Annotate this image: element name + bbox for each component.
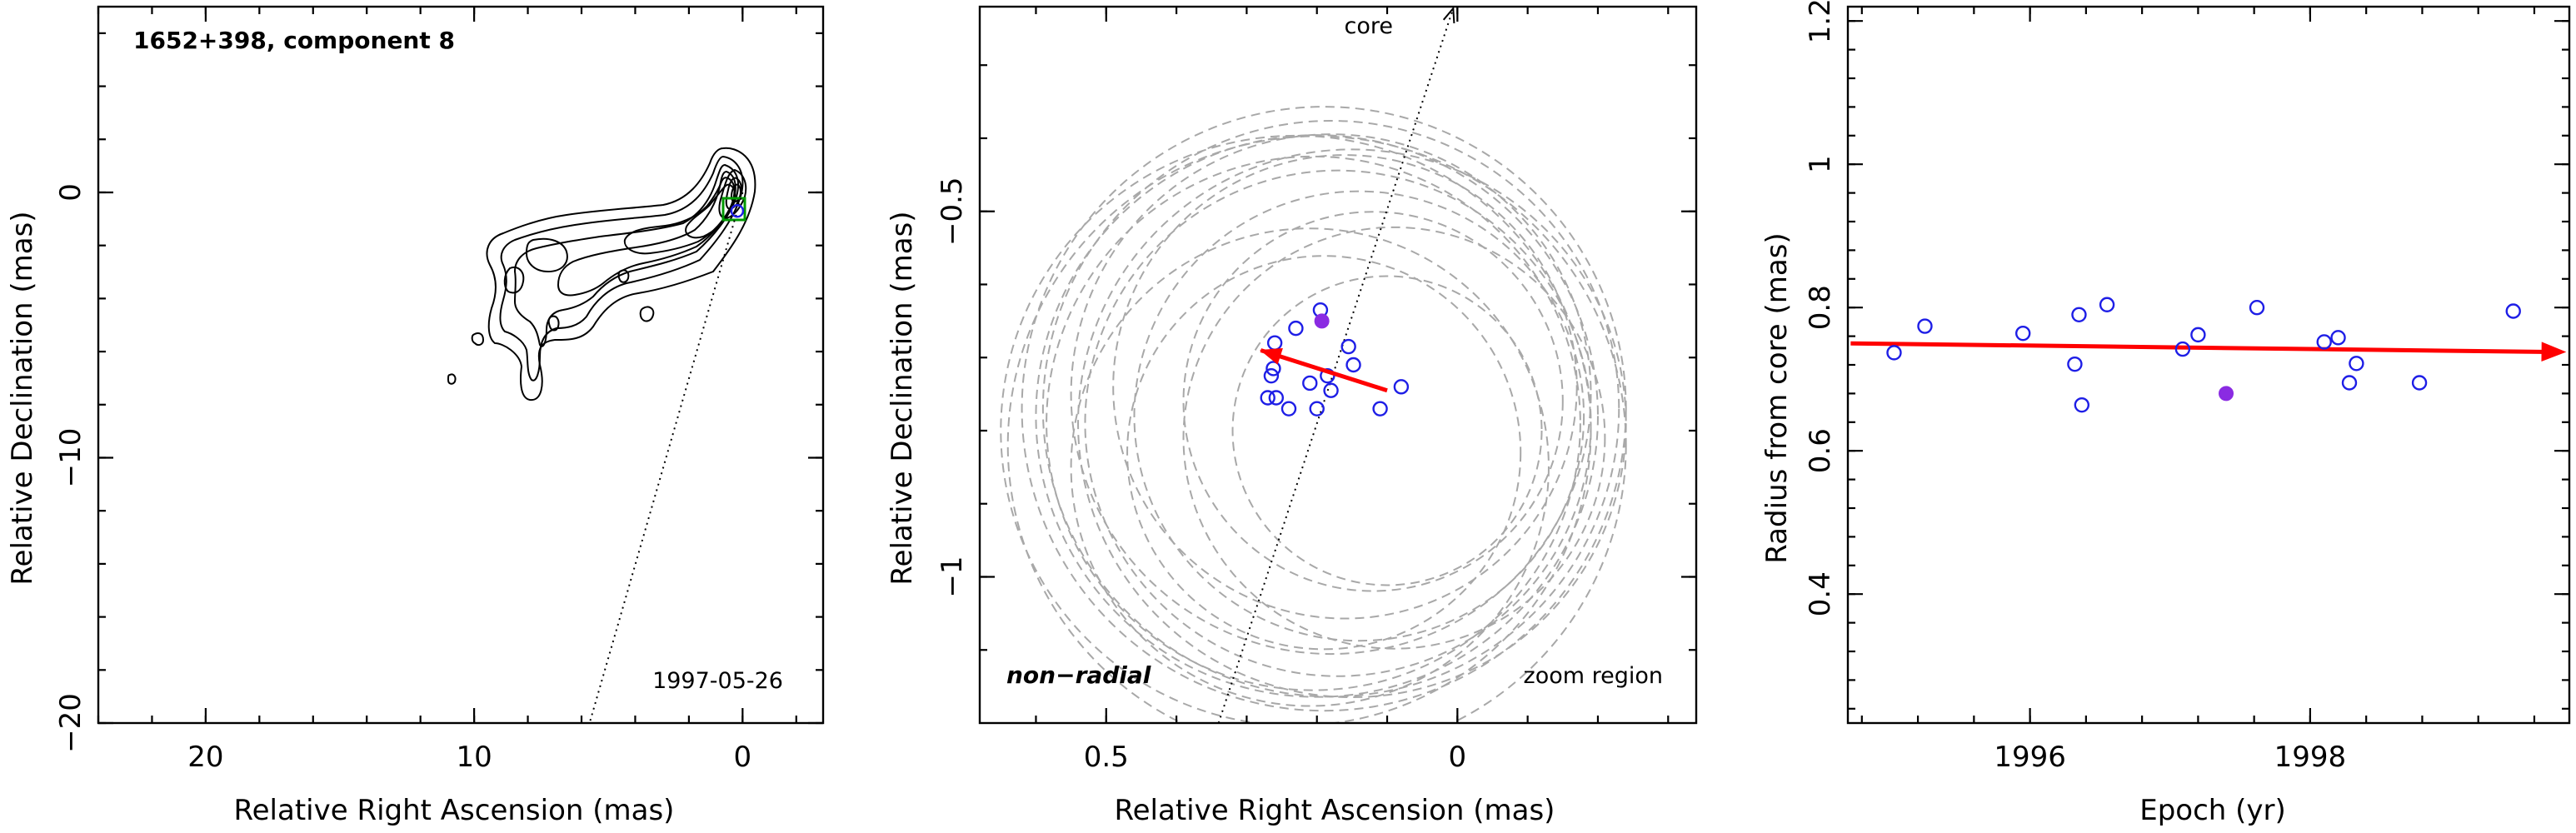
epoch-point [2411, 375, 2428, 391]
fit-ring [1133, 190, 1585, 642]
epoch-point [1266, 335, 1283, 351]
y-tick-label: 1.2 [1804, 0, 1837, 43]
epoch-point [2071, 307, 2087, 322]
motion-vector [1260, 348, 1388, 393]
epoch-point [2316, 334, 2332, 350]
epoch-point [1309, 401, 1325, 416]
panel-contour-map: 20 10 0 0 −10 −20 1652+398, component 8 1997-… [6, 5, 825, 827]
epoch-point [2190, 327, 2206, 343]
current-epoch-point [2219, 386, 2234, 402]
epoch-point [2074, 397, 2090, 413]
panel2-y-axis-label: Relative Declination (mas) [886, 211, 919, 585]
epoch-point [1340, 338, 1356, 355]
epoch-point [2505, 303, 2521, 319]
panel1-title: 1652+398, component 8 [133, 27, 455, 54]
epoch-point [1886, 345, 1902, 361]
core-direction-label: core [1345, 13, 1393, 39]
epoch-point [1302, 375, 1318, 392]
fit-ring [1000, 134, 1592, 723]
motion-vector-head [1259, 348, 1283, 365]
x-tick-label: 1996 [1994, 741, 2066, 774]
epoch-point [1281, 401, 1297, 416]
fit-ring [1231, 275, 1543, 586]
panel3-x-axis-label: Epoch (yr) [2139, 794, 2286, 827]
y-tick-label: 0.6 [1804, 428, 1837, 473]
x-tick-label: 0 [1449, 741, 1467, 774]
epoch-point [1320, 367, 1335, 384]
y-tick-label: −20 [54, 693, 87, 753]
epoch-point [2067, 356, 2083, 372]
contour-map [447, 147, 756, 402]
epoch-label: 1997-05-26 [652, 668, 783, 694]
x-tick-label: 1998 [2274, 741, 2347, 774]
epoch-point [1288, 320, 1304, 337]
fit-ring [1070, 133, 1592, 656]
x-tick-label: 10 [456, 741, 492, 774]
fit-ring [1046, 155, 1581, 691]
panel2-x-axis-label: Relative Right Ascension (mas) [1115, 794, 1555, 827]
core-arrow-head [1442, 6, 1455, 24]
epoch-point [1260, 390, 1276, 406]
epoch-point [1372, 401, 1388, 416]
x-tick-label: 20 [187, 741, 223, 774]
core-direction-line [588, 192, 744, 724]
y-tick-label: 1 [1804, 155, 1837, 173]
x-tick-label: 0 [734, 741, 752, 774]
panel1-x-axis-label: Relative Right Ascension (mas) [234, 794, 675, 827]
x-tick-label: 0.5 [1084, 741, 1129, 774]
panel3-axes-frame [1846, 5, 2571, 725]
non-radial-label: non−radial [1006, 661, 1151, 689]
fit-ring [1182, 226, 1606, 650]
fit-ring [1077, 148, 1627, 699]
epoch-point [2349, 356, 2364, 372]
epoch-point [1393, 379, 1410, 395]
fit-ring [1070, 227, 1550, 707]
y-tick-label: 0.8 [1804, 285, 1837, 330]
epoch-point [2174, 341, 2191, 357]
y-tick-label: −0.5 [936, 177, 969, 246]
y-tick-label: −10 [54, 428, 87, 488]
epoch-point [1268, 390, 1285, 406]
zoom-region-label: zoom region [1524, 663, 1663, 689]
fit-ring [1084, 169, 1592, 677]
epoch-point [2330, 330, 2346, 346]
panel3-y-axis-label: Radius from core (mas) [1760, 232, 1794, 563]
fit-ring [1182, 211, 1564, 592]
current-epoch-point [1314, 313, 1330, 329]
y-tick-label: −1 [936, 556, 969, 597]
epoch-point [1263, 367, 1280, 384]
epoch-point [1266, 361, 1281, 377]
epoch-point [2249, 300, 2265, 316]
epoch-point [1917, 318, 1933, 334]
fit-ring [1021, 106, 1627, 712]
epoch-point [2099, 297, 2115, 312]
epoch-point [2014, 325, 2031, 342]
epoch-point [1345, 357, 1361, 373]
fit-ring [1112, 154, 1578, 620]
component-marker [730, 204, 745, 218]
panel1-y-axis-label: Relative Declination (mas) [6, 211, 39, 585]
trend-line [1850, 341, 2549, 355]
epoch-point [1323, 382, 1339, 398]
panel-radius-vs-epoch: 1996 1998 0.4 0.6 0.8 1 1.2 Epoch (yr) Radius … [1760, 0, 2571, 827]
y-tick-label: 0.4 [1804, 571, 1837, 616]
fit-rings [1000, 106, 1627, 723]
panel2-axes-frame [978, 5, 1698, 725]
panel-zoom-region: 0.5 0 −0.5 −1 non−radial zoom region core R… [886, 5, 1698, 827]
trend-arrow-head [2541, 342, 2567, 362]
beam-box [721, 197, 746, 222]
panel1-axes-frame [97, 5, 825, 725]
epoch-point [2341, 375, 2358, 391]
y-tick-label: 0 [54, 183, 87, 202]
fit-ring [1126, 255, 1522, 651]
